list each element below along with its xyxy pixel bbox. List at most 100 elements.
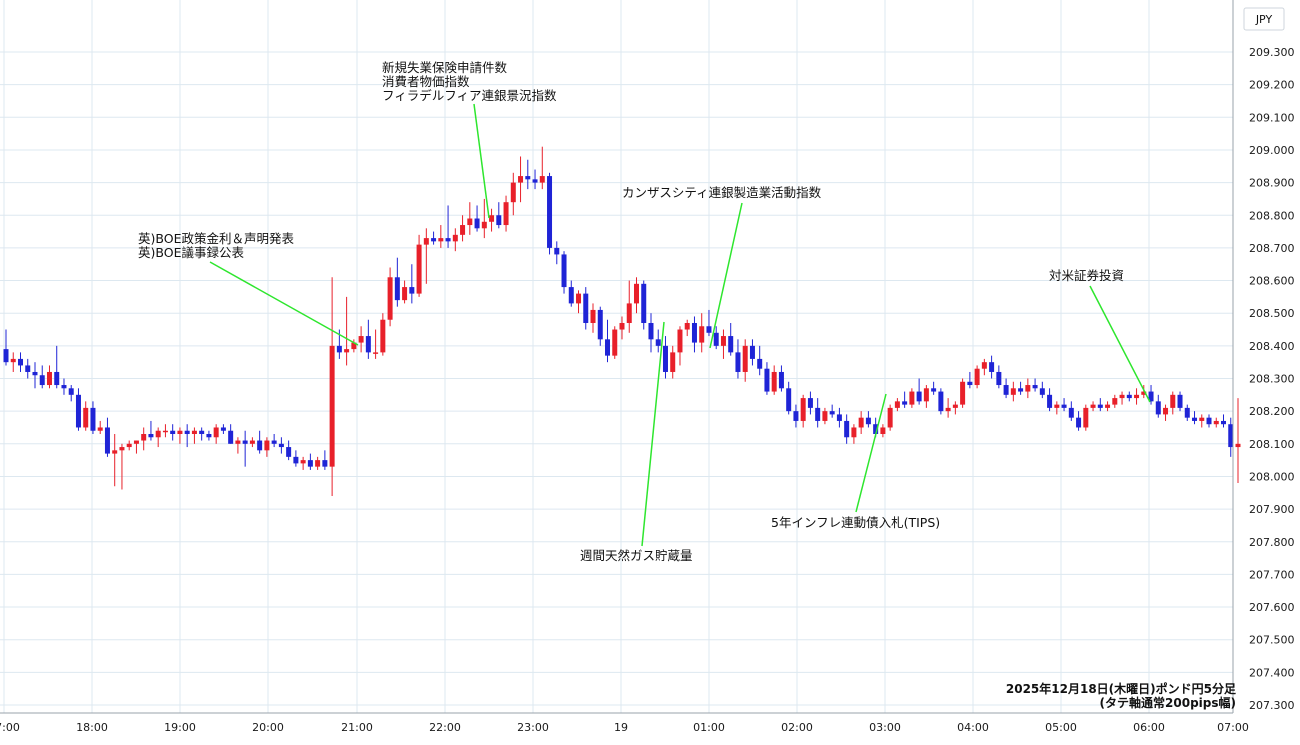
candle-body xyxy=(612,329,618,356)
x-tick-label: 22:00 xyxy=(429,721,461,734)
candle-body xyxy=(1192,417,1198,421)
event-annotation-label: 消費者物価指数 xyxy=(382,74,470,89)
candle-body xyxy=(518,176,524,183)
candle-body xyxy=(264,440,270,451)
candle-body xyxy=(351,342,357,350)
y-tick-label: 208.800 xyxy=(1249,209,1295,222)
candle-body xyxy=(865,417,871,425)
y-tick-label: 207.300 xyxy=(1249,699,1295,712)
y-tick-label: 207.800 xyxy=(1249,536,1295,549)
candle-body xyxy=(887,407,893,428)
candle-body xyxy=(1003,385,1009,395)
x-tick-label: 19:00 xyxy=(164,721,196,734)
event-annotation-label: 5年インフレ連動債入札(TIPS) xyxy=(771,515,940,530)
candle-body xyxy=(981,362,987,369)
candle-body xyxy=(112,450,118,454)
candle-body xyxy=(1039,388,1045,395)
candle-body xyxy=(228,430,234,444)
candle-body xyxy=(235,440,241,444)
currency-label-box xyxy=(1243,7,1285,31)
candle-body xyxy=(1025,385,1031,392)
candle-body xyxy=(996,371,1002,386)
candle-body xyxy=(496,215,502,226)
candle-body xyxy=(771,371,777,392)
candle-body xyxy=(532,179,538,183)
annotation-pointer-line xyxy=(641,321,665,547)
candle-body xyxy=(467,218,473,226)
candle-body xyxy=(807,398,813,408)
candle-body xyxy=(1235,443,1241,448)
x-tick-label: 03:00 xyxy=(869,721,901,734)
candle-body xyxy=(242,440,248,444)
candle-body xyxy=(445,238,451,242)
candle-body xyxy=(307,460,313,467)
candle-body xyxy=(278,443,284,448)
candle-body xyxy=(46,371,52,386)
candle-body xyxy=(742,345,748,372)
price-axis: 209.300 209.200 209.100 209.000 208.900 208.8… xyxy=(1232,0,1295,713)
candle-body xyxy=(402,287,408,301)
candle-body xyxy=(1170,394,1176,408)
candle-body xyxy=(800,398,806,421)
candle-body xyxy=(844,420,850,438)
candle-body xyxy=(662,345,668,372)
candle-body xyxy=(162,430,168,433)
candle-body xyxy=(952,404,958,408)
candle-body xyxy=(3,349,9,363)
candle-body xyxy=(206,434,212,438)
x-tick-label: 04:00 xyxy=(957,721,989,734)
candle-body xyxy=(619,322,625,330)
candle-body xyxy=(104,427,110,454)
candle-body xyxy=(728,336,734,353)
candle-body xyxy=(684,322,690,330)
currency-label: JPY xyxy=(1255,13,1273,26)
candle-body xyxy=(25,365,31,372)
candle-body xyxy=(605,339,611,356)
candle-body xyxy=(141,434,147,441)
event-annotation-label: 対米証券投資 xyxy=(1049,268,1124,283)
candle-body xyxy=(460,225,466,235)
candle-body xyxy=(539,176,545,183)
candle-body xyxy=(510,182,516,203)
x-tick-label: 18:00 xyxy=(76,721,108,734)
candle-body xyxy=(452,234,458,242)
candle-body xyxy=(626,303,632,323)
candle-body xyxy=(677,329,683,353)
candle-body xyxy=(126,443,132,448)
candle-body xyxy=(394,277,400,301)
y-tick-label: 208.400 xyxy=(1249,340,1295,353)
candle-body xyxy=(793,411,799,421)
candle-body xyxy=(1047,394,1053,408)
x-tick-label: 23:00 xyxy=(517,721,549,734)
chart-caption-line1: 2025年12月18日(木曜日)ポンド円5分足 xyxy=(1006,681,1236,696)
candle-body xyxy=(423,238,429,245)
candle-body xyxy=(547,176,553,248)
candle-body xyxy=(322,460,328,467)
candle-body xyxy=(271,440,277,444)
candle-body xyxy=(1105,404,1111,408)
time-axis: 17:00 18:00 19:00 20:00 21:00 22:00 23:00 19 01:… xyxy=(0,712,1249,734)
candle-body xyxy=(1097,404,1103,408)
candle-body xyxy=(438,238,444,242)
candle-body xyxy=(1228,424,1234,448)
candle-body xyxy=(199,430,205,435)
candle-body xyxy=(815,407,821,421)
candle-body xyxy=(170,430,176,435)
candle-body xyxy=(380,319,386,353)
candle-body xyxy=(97,427,103,431)
y-tick-label: 209.100 xyxy=(1249,111,1295,124)
candle-body xyxy=(293,456,299,464)
y-tick-label: 207.900 xyxy=(1249,503,1295,516)
y-tick-label: 208.200 xyxy=(1249,405,1295,418)
candle-body xyxy=(249,440,255,444)
candle-body xyxy=(916,391,922,402)
candle-body xyxy=(184,430,190,435)
y-tick-label: 208.500 xyxy=(1249,307,1295,320)
candle-body xyxy=(315,460,321,467)
event-annotation-label: 週間天然ガス貯蔵量 xyxy=(580,548,693,563)
candle-body xyxy=(481,221,487,229)
candle-body xyxy=(597,309,603,340)
candle-body xyxy=(68,388,74,395)
candle-body xyxy=(633,283,639,304)
chart-caption-line2: (タテ軸通常200pips幅) xyxy=(1100,695,1236,710)
